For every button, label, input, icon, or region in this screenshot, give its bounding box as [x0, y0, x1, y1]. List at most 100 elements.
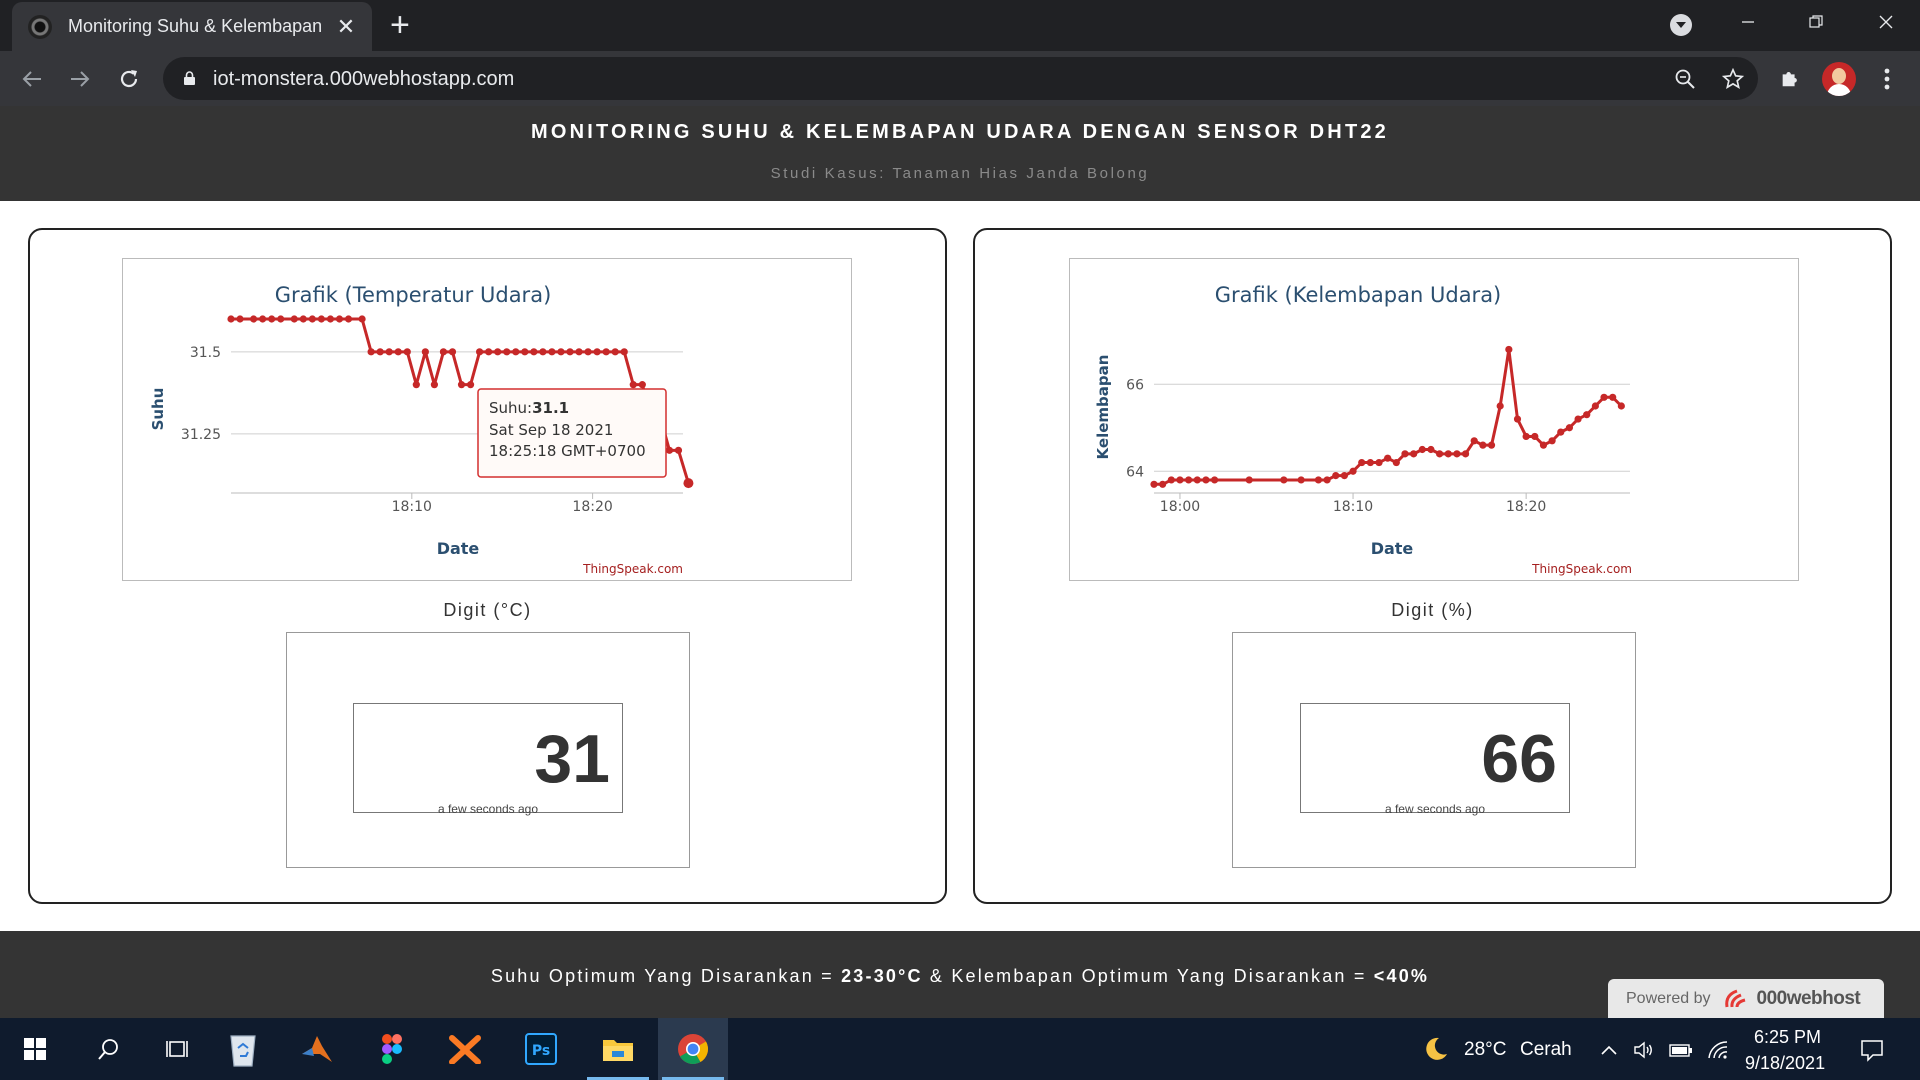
humidity-data-point[interactable]	[1323, 476, 1331, 484]
matlab-icon[interactable]	[282, 1018, 352, 1080]
humidity-data-point[interactable]	[1358, 458, 1366, 467]
new-tab-button[interactable]: +	[390, 6, 410, 44]
humidity-data-point[interactable]	[1609, 393, 1617, 401]
reload-icon[interactable]	[113, 63, 145, 95]
humidity-data-point[interactable]	[1193, 476, 1201, 484]
temperature-data-point[interactable]	[539, 348, 547, 356]
humidity-data-point[interactable]	[1453, 450, 1461, 458]
humidity-data-point[interactable]	[1548, 437, 1556, 445]
humidity-data-point[interactable]	[1202, 476, 1210, 484]
humidity-data-point[interactable]	[1418, 445, 1426, 454]
humidity-data-point[interactable]	[1461, 450, 1470, 458]
temperature-data-point[interactable]	[611, 348, 619, 356]
humidity-data-point[interactable]	[1436, 450, 1444, 458]
chrome-taskbar-icon[interactable]	[658, 1018, 728, 1080]
humidity-data-point[interactable]	[1583, 411, 1591, 419]
temperature-data-point[interactable]	[308, 315, 316, 323]
temperature-data-point[interactable]	[620, 348, 628, 356]
humidity-data-point[interactable]	[1159, 480, 1167, 488]
file-explorer-icon[interactable]	[583, 1018, 653, 1080]
humidity-data-point[interactable]	[1392, 458, 1400, 467]
weather-temperature[interactable]: 28°C	[1464, 1039, 1507, 1060]
humidity-data-point[interactable]	[1401, 450, 1409, 458]
temperature-data-point[interactable]	[299, 315, 307, 323]
humidity-data-point[interactable]	[1505, 345, 1513, 354]
temperature-data-point[interactable]	[268, 315, 276, 323]
temperature-data-point[interactable]	[376, 348, 384, 356]
zoom-icon[interactable]	[1672, 66, 1698, 92]
temperature-data-point[interactable]	[335, 315, 344, 323]
profile-avatar[interactable]	[1822, 62, 1856, 96]
figma-icon[interactable]	[357, 1018, 427, 1080]
humidity-data-point[interactable]	[1479, 441, 1487, 449]
temperature-data-point[interactable]	[317, 315, 325, 323]
temperature-data-point[interactable]	[575, 348, 583, 356]
temperature-data-point[interactable]	[557, 348, 565, 356]
temperature-data-point[interactable]	[665, 446, 674, 454]
photoshop-icon[interactable]: Ps	[506, 1018, 576, 1080]
address-bar[interactable]: iot-monstera.000webhostapp.com	[163, 57, 1758, 100]
weather-moon-icon[interactable]	[1420, 1034, 1450, 1064]
humidity-data-point[interactable]	[1574, 415, 1582, 423]
temperature-data-point[interactable]	[485, 348, 493, 356]
humidity-data-point[interactable]	[1444, 450, 1452, 458]
temperature-data-point[interactable]	[344, 315, 353, 323]
task-view-icon[interactable]	[144, 1018, 214, 1080]
taskbar-search-icon[interactable]	[74, 1018, 144, 1080]
temperature-data-point[interactable]	[683, 478, 694, 489]
humidity-data-point[interactable]	[1496, 402, 1504, 410]
temperature-data-point[interactable]	[548, 348, 556, 356]
humidity-data-point[interactable]	[1539, 441, 1548, 449]
humidity-data-point[interactable]	[1591, 402, 1599, 410]
humidity-data-point[interactable]	[1427, 445, 1435, 454]
volume-icon[interactable]	[1632, 1038, 1656, 1062]
humidity-data-point[interactable]	[1314, 476, 1323, 484]
humidity-data-point[interactable]	[1185, 476, 1193, 484]
weather-description[interactable]: Cerah	[1520, 1039, 1572, 1060]
browser-tab[interactable]: Monitoring Suhu & Kelembapan ✕	[12, 2, 372, 51]
temperature-data-point[interactable]	[430, 381, 438, 389]
back-icon[interactable]	[16, 63, 48, 95]
temperature-data-point[interactable]	[674, 446, 683, 454]
humidity-data-point[interactable]	[1167, 476, 1175, 484]
humidity-data-point[interactable]	[1280, 476, 1288, 484]
temperature-data-point[interactable]	[638, 381, 646, 389]
temperature-data-point[interactable]	[250, 315, 258, 323]
temperature-data-point[interactable]	[358, 315, 366, 323]
humidity-data-point[interactable]	[1384, 454, 1392, 462]
humidity-data-point[interactable]	[1513, 415, 1522, 423]
humidity-data-point[interactable]	[1565, 424, 1574, 432]
humidity-data-point[interactable]	[1245, 476, 1253, 484]
temperature-data-point[interactable]	[367, 348, 375, 356]
humidity-data-point[interactable]	[1617, 402, 1625, 410]
temperature-data-point[interactable]	[227, 315, 235, 323]
battery-icon[interactable]	[1669, 1038, 1693, 1062]
tray-chevron-up-icon[interactable]	[1597, 1038, 1621, 1062]
temperature-data-point[interactable]	[530, 348, 538, 356]
temperature-data-point[interactable]	[403, 348, 411, 356]
tab-close-icon[interactable]: ✕	[336, 13, 356, 39]
clock-time[interactable]: 6:25 PM	[1754, 1027, 1822, 1047]
forward-icon[interactable]	[64, 63, 96, 95]
temperature-data-point[interactable]	[503, 348, 511, 356]
humidity-data-point[interactable]	[1210, 476, 1219, 484]
extensions-puzzle-icon[interactable]	[1776, 64, 1804, 92]
temperature-data-point[interactable]	[584, 348, 592, 356]
humidity-data-point[interactable]	[1531, 432, 1539, 441]
temperature-data-point[interactable]	[566, 348, 574, 356]
clock-date[interactable]: 9/18/2021	[1745, 1053, 1826, 1073]
temperature-data-point[interactable]	[412, 381, 420, 389]
temperature-data-point[interactable]	[394, 348, 402, 356]
tab-search-icon[interactable]	[1670, 14, 1692, 36]
humidity-data-point[interactable]	[1487, 441, 1496, 449]
browser-menu-icon[interactable]	[1874, 64, 1900, 94]
start-button[interactable]	[0, 1018, 70, 1080]
humidity-data-point[interactable]	[1349, 467, 1357, 475]
notification-center-icon[interactable]	[1858, 1036, 1886, 1064]
bookmark-star-icon[interactable]	[1720, 66, 1746, 92]
humidity-data-point[interactable]	[1297, 476, 1305, 484]
humidity-data-point[interactable]	[1150, 480, 1158, 488]
temperature-data-point[interactable]	[512, 348, 520, 356]
temperature-data-point[interactable]	[521, 348, 529, 356]
humidity-data-point[interactable]	[1375, 458, 1383, 467]
